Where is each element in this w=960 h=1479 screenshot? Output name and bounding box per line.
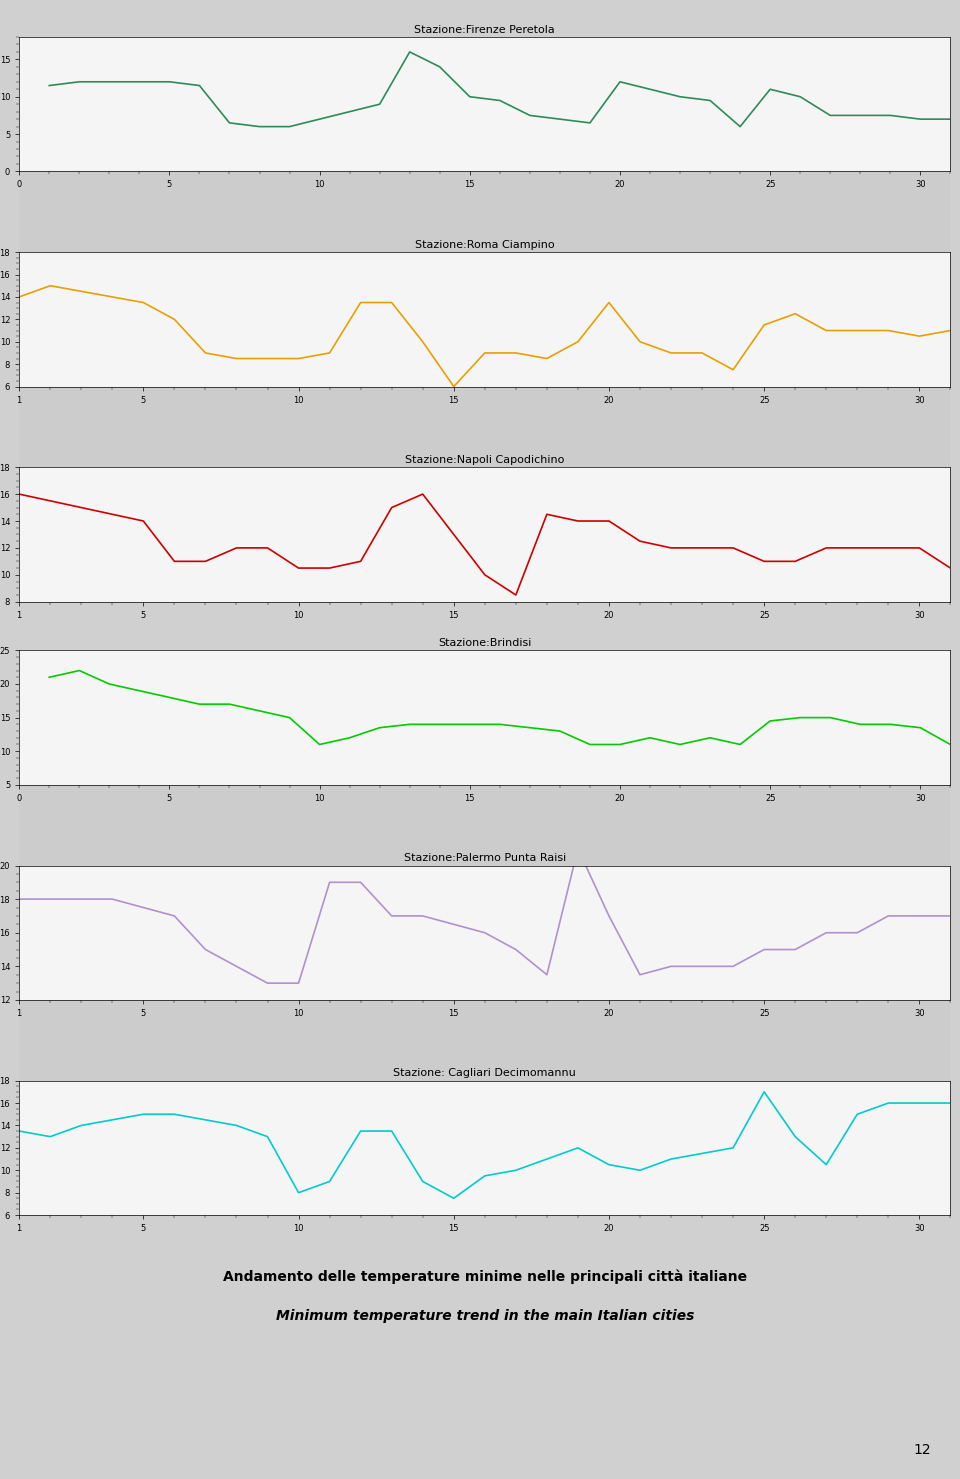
Title: Stazione:Napoli Capodichino: Stazione:Napoli Capodichino	[405, 456, 564, 464]
Title: Stazione:Palermo Punta Raisi: Stazione:Palermo Punta Raisi	[403, 853, 566, 864]
Text: Minimum temperature trend in the main Italian cities: Minimum temperature trend in the main It…	[276, 1309, 694, 1324]
Title: Stazione:Roma Ciampino: Stazione:Roma Ciampino	[415, 240, 555, 250]
Text: Andamento delle temperature minime nelle principali città italiane: Andamento delle temperature minime nelle…	[223, 1269, 747, 1284]
Title: Stazione:Brindisi: Stazione:Brindisi	[438, 639, 532, 648]
Text: 12: 12	[914, 1444, 931, 1457]
Title: Stazione: Cagliari Decimomannu: Stazione: Cagliari Decimomannu	[394, 1068, 576, 1078]
Text: OTTOBRE/OCTOBER: OTTOBRE/OCTOBER	[423, 575, 546, 584]
Title: Stazione:Firenze Peretola: Stazione:Firenze Peretola	[415, 25, 555, 35]
Text: OTTOBRE/OCTOBER: OTTOBRE/OCTOBER	[423, 1188, 546, 1198]
